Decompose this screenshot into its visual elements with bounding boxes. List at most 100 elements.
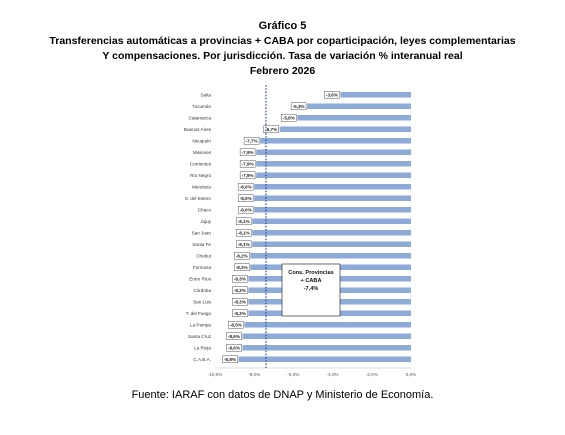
category-label: Corrientes — [190, 162, 212, 167]
value-label: -8,2% — [236, 253, 248, 258]
value-label-box — [237, 183, 254, 191]
bar — [242, 345, 411, 351]
value-label-box — [232, 286, 248, 294]
value-label: -8,3% — [234, 288, 246, 293]
category-label: Córdoba — [193, 288, 211, 293]
value-label: -7,9% — [242, 150, 254, 155]
bar — [297, 115, 411, 121]
chart-subtitle-line-2: Y compensaciones. Por jurisdicción. Tasa… — [102, 50, 463, 62]
category-label: Catamarca — [189, 116, 212, 121]
value-label: -8,6% — [228, 334, 240, 339]
value-label-box — [235, 240, 252, 248]
value-label-box — [237, 206, 254, 214]
value-label: -8,1% — [238, 219, 250, 224]
value-label: -8,1% — [238, 242, 250, 247]
category-label: Salta — [201, 93, 212, 98]
bar — [256, 161, 411, 167]
reference-callout-text: + CABA — [301, 278, 322, 284]
category-label: Río Negro — [190, 173, 211, 178]
value-label-box — [324, 91, 340, 99]
category-label: Santa Cruz — [188, 334, 212, 339]
value-label: -7,7% — [246, 138, 258, 143]
value-label: -6,7% — [265, 127, 277, 132]
bar — [254, 195, 411, 201]
bar — [256, 149, 411, 155]
value-label: -8,6% — [228, 345, 240, 350]
value-label-box — [237, 194, 254, 202]
category-label: Formosa — [193, 265, 212, 270]
category-label: San Luis — [193, 300, 212, 305]
value-label-box — [222, 355, 238, 363]
value-label: -8,3% — [234, 276, 246, 281]
bar — [254, 207, 411, 213]
bar — [242, 333, 411, 339]
value-label: -8,5% — [230, 322, 242, 327]
category-label: Santa Fe — [192, 242, 211, 247]
category-label: La Rioja — [194, 346, 211, 351]
value-label-box — [290, 102, 307, 110]
bar — [254, 184, 411, 190]
x-tick-label: -10,0% — [208, 372, 223, 377]
category-label: Buenos Aires — [184, 127, 212, 132]
category-label: Jujuy — [200, 219, 211, 224]
x-tick-label: -4,0% — [327, 372, 339, 377]
value-label-box — [239, 171, 256, 179]
category-label: Neuquén — [192, 139, 211, 144]
value-label: -8,1% — [238, 230, 250, 235]
bar — [279, 126, 411, 132]
value-label: -5,8% — [283, 115, 295, 120]
value-label-box — [281, 114, 297, 122]
category-label: La Pampa — [190, 323, 211, 328]
x-tick-label: 0,0% — [406, 372, 416, 377]
bar — [340, 92, 411, 98]
value-label: -5,3% — [293, 104, 305, 109]
x-tick-label: -6,0% — [287, 372, 299, 377]
value-label: -8,2% — [236, 265, 248, 270]
category-label: Chaco — [198, 208, 212, 213]
value-label-box — [228, 321, 244, 329]
category-label: Chubut — [196, 254, 212, 259]
bar — [238, 356, 411, 362]
value-label-box — [243, 137, 260, 145]
category-label: Entre Ríos — [189, 277, 211, 282]
value-label: -8,0% — [240, 196, 252, 201]
value-label-box — [232, 298, 248, 306]
value-label: -3,6% — [326, 92, 338, 97]
value-label: -8,8% — [224, 357, 236, 362]
chart-subtitle-line-1: Transferencias automáticas a provincias … — [49, 35, 516, 47]
bar — [252, 241, 411, 247]
chart-subtitle-line-3: Febrero 2026 — [249, 65, 316, 77]
bar — [307, 103, 411, 109]
category-label: San Juan — [192, 231, 212, 236]
category-label: Misiones — [193, 150, 212, 155]
value-label: -8,0% — [240, 184, 252, 189]
category-label: T. del Fuego — [186, 311, 212, 316]
value-label: -8,3% — [234, 311, 246, 316]
bar — [252, 218, 411, 224]
value-label-box — [234, 252, 250, 260]
reference-callout-box — [281, 263, 341, 317]
chart-title: Gráfico 5 — [258, 20, 307, 32]
category-label: S. del Estero — [185, 196, 212, 201]
reference-callout-text: Cons. Provincias — [288, 270, 333, 276]
bar — [256, 172, 411, 178]
value-label: -7,9% — [242, 173, 254, 178]
value-label-box — [232, 309, 248, 317]
value-label-box — [234, 263, 250, 271]
x-tick-label: -8,0% — [248, 372, 260, 377]
reference-callout-text: -7,4% — [304, 286, 319, 292]
value-label-box — [235, 229, 252, 237]
value-label-box — [232, 275, 248, 283]
value-label-box — [263, 125, 279, 133]
x-tick-label: -2,0% — [366, 372, 378, 377]
value-label: -8,3% — [234, 299, 246, 304]
chart-titles: Gráfico 5 Transferencias automáticas a p… — [0, 18, 565, 79]
category-label: C.A.B.A. — [193, 357, 211, 362]
value-label-box — [226, 344, 242, 352]
bar — [250, 253, 411, 259]
bar — [252, 230, 411, 236]
value-label-box — [235, 217, 252, 225]
value-label: -7,9% — [242, 161, 254, 166]
value-label-box — [239, 160, 256, 168]
